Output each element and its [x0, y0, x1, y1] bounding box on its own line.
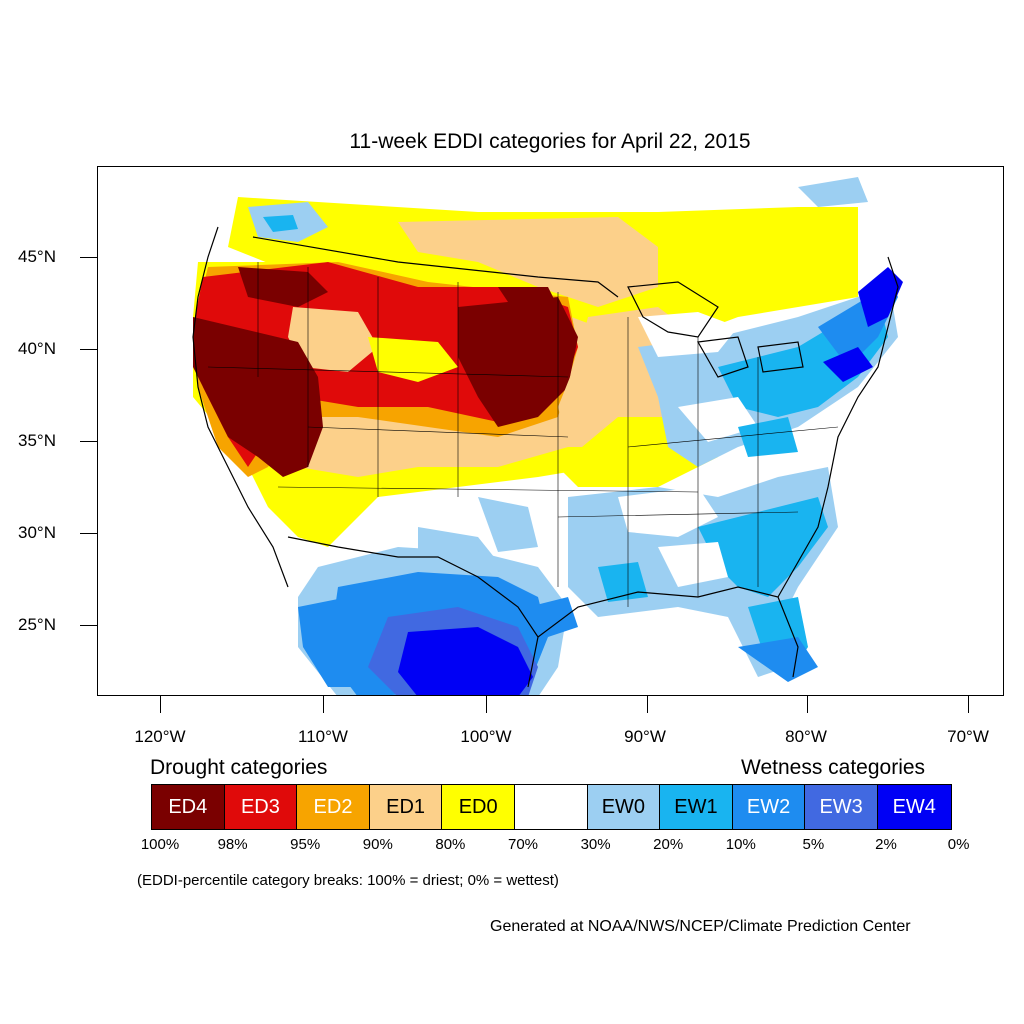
lon-label-120w: 120°W	[134, 727, 186, 746]
legend-break-label: 90%	[362, 836, 393, 853]
lat-tick	[80, 625, 97, 626]
lat-label-40n: 40°N	[18, 339, 56, 358]
lat-label-45n: 45°N	[18, 247, 56, 266]
legend-swatch-neutral	[514, 785, 588, 829]
legend-swatch-ew3: EW3	[805, 785, 878, 829]
legend-break-label: 20%	[653, 836, 684, 853]
legend-break-label: 10%	[725, 836, 756, 853]
lon-label-100w: 100°W	[460, 727, 512, 746]
map-title: 11-week EDDI categories for April 22, 20…	[349, 130, 751, 153]
lat-tick	[80, 349, 97, 350]
credit-line: Generated at NOAA/NWS/NCEP/Climate Predi…	[490, 918, 911, 935]
drought-heading: Drought categories	[150, 756, 328, 779]
legend-break-label: 0%	[947, 836, 970, 853]
legend-swatch-ew2: EW2	[732, 785, 806, 829]
legend-color-bar: ED4 ED3 ED2 ED1 ED0 EW0 EW1 EW2 EW3 EW4	[151, 784, 952, 830]
lat-tick	[80, 533, 97, 534]
lat-label-35n: 35°N	[18, 431, 56, 450]
legend-break-label: 5%	[802, 836, 825, 853]
legend-break-label: 70%	[507, 836, 539, 853]
legend-swatch-ed1: ED1	[369, 785, 443, 829]
lon-label-90w: 90°W	[624, 727, 666, 746]
lat-tick	[80, 257, 97, 258]
wetness-heading: Wetness categories	[741, 756, 926, 779]
legend-swatch-ed2: ED2	[297, 785, 370, 829]
lon-label-110w: 110°W	[298, 727, 348, 746]
legend-break-label: 98%	[217, 836, 248, 853]
lon-tick	[486, 696, 487, 713]
legend-swatch-ew0: EW0	[587, 785, 661, 829]
map-plot-area	[97, 166, 1004, 696]
legend-swatch-ew1: EW1	[660, 785, 733, 829]
legend-swatch-ed4: ED4	[152, 785, 225, 829]
legend-break-label: 95%	[290, 836, 321, 853]
legend-break-label: 2%	[875, 836, 897, 853]
lat-label-30n: 30°N	[18, 523, 56, 542]
lat-tick	[80, 441, 97, 442]
lon-tick	[323, 696, 324, 713]
category-note: (EDDI-percentile category breaks: 100% =…	[137, 872, 559, 889]
lon-label-70w: 70°W	[947, 727, 989, 746]
lon-label-80w: 80°W	[785, 727, 827, 746]
lon-tick	[647, 696, 648, 713]
legend-break-label: 80%	[435, 836, 466, 853]
lon-tick	[968, 696, 969, 713]
legend-swatch-ed0: ED0	[442, 785, 515, 829]
lon-tick	[160, 696, 161, 713]
legend-break-label: 100%	[140, 836, 180, 853]
legend-swatch-ed3: ED3	[224, 785, 298, 829]
legend-break-label: 30%	[580, 836, 611, 853]
lon-tick	[807, 696, 808, 713]
lat-label-25n: 25°N	[18, 615, 56, 634]
legend-swatch-ew4: EW4	[877, 785, 951, 829]
eddi-map	[98, 167, 1003, 695]
